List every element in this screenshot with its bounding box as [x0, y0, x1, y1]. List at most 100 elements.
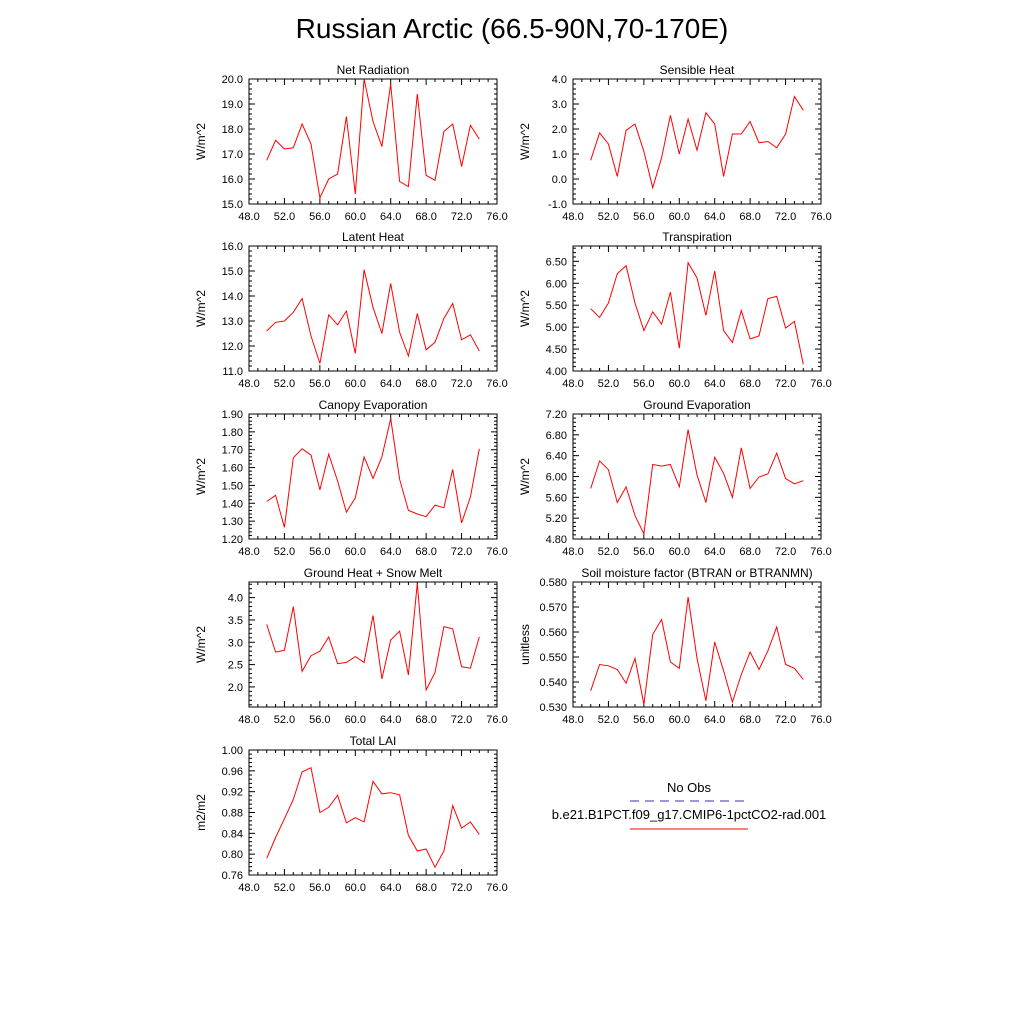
- chart-panel-1: Net Radiation W/m^2 48.0 52.0 56.0 60.0 64.0 68…: [194, 63, 508, 223]
- y-tick-label: 3.0: [228, 637, 243, 649]
- x-tick-label: 68.0: [739, 546, 760, 558]
- y-tick-label: 5.20: [546, 513, 567, 525]
- y-tick-label: 15.0: [222, 199, 243, 211]
- series-line: [266, 78, 480, 200]
- panel-title: Total LAI: [350, 734, 397, 748]
- x-tick-label: 56.0: [633, 546, 654, 558]
- x-tick-label: 76.0: [486, 546, 507, 558]
- panel-title: Ground Evaporation: [643, 398, 750, 412]
- series-line: [590, 429, 804, 536]
- series-line: [266, 418, 480, 528]
- y-tick-label: 6.00: [546, 278, 567, 290]
- x-tick-label: 52.0: [274, 882, 295, 894]
- chart-panel-9: Total LAI m2/m2 48.0 52.0 56.0 60.0 64.0 68.0 72…: [194, 734, 508, 894]
- y-tick-label: 2.0: [552, 124, 567, 136]
- y-tick-label: 3.5: [228, 615, 243, 627]
- x-tick-label: 48.0: [562, 378, 583, 390]
- x-tick-label: 68.0: [739, 378, 760, 390]
- chart-panel-7: Ground Heat + Snow Melt W/m^2 48.0 52.0 56.0…: [194, 566, 508, 726]
- chart-panel-8: Soil moisture factor (BTRAN or BTRANMN) u…: [518, 566, 832, 726]
- y-tick-label: 0.560: [539, 627, 567, 639]
- y-tick-label: 0.80: [222, 849, 243, 861]
- x-tick-label: 64.0: [704, 546, 725, 558]
- chart-panel-4: Transpiration W/m^2 48.0 52.0 56.0 60.0 64.0 68…: [518, 230, 832, 390]
- x-tick-label: 68.0: [739, 714, 760, 726]
- y-tick-label: 0.0: [552, 174, 567, 186]
- x-tick-label: 72.0: [775, 211, 796, 223]
- panel-title: Ground Heat + Snow Melt: [304, 566, 443, 580]
- plot-frame: [248, 413, 498, 540]
- y-axis-label: m2/m2: [194, 794, 208, 831]
- y-tick-label: 0.84: [222, 828, 243, 840]
- y-tick-label: 0.530: [539, 702, 567, 714]
- series-line: [590, 261, 804, 365]
- y-tick-label: 16.0: [222, 241, 243, 253]
- y-tick-label: 4.0: [228, 593, 243, 605]
- series-line: [266, 583, 480, 692]
- y-axis-label: W/m^2: [518, 458, 532, 495]
- panel-title: Latent Heat: [342, 230, 405, 244]
- x-tick-label: 52.0: [598, 211, 619, 223]
- y-tick-label: 0.88: [222, 808, 243, 820]
- x-tick-label: 60.0: [669, 546, 690, 558]
- x-tick-label: 64.0: [704, 378, 725, 390]
- x-tick-label: 68.0: [415, 378, 436, 390]
- x-tick-label: 56.0: [633, 714, 654, 726]
- legend: No Obs b.e21.B1PCT.f09_g17.CMIP6-1pctCO2…: [520, 776, 860, 846]
- y-tick-label: 19.0: [222, 99, 243, 111]
- y-tick-label: 5.00: [546, 322, 567, 334]
- x-tick-label: 64.0: [380, 546, 401, 558]
- y-tick-label: -1.0: [548, 199, 567, 211]
- y-tick-label: 5.60: [546, 492, 567, 504]
- series-line: [590, 596, 804, 705]
- legend-label-no-obs: No Obs: [667, 780, 712, 795]
- x-tick-label: 52.0: [274, 211, 295, 223]
- y-tick-label: 6.40: [546, 451, 567, 463]
- x-tick-label: 52.0: [598, 546, 619, 558]
- y-tick-label: 0.540: [539, 677, 567, 689]
- y-tick-label: 1.70: [222, 445, 243, 457]
- y-tick-label: 15.0: [222, 266, 243, 278]
- y-axis-label: unitless: [518, 624, 532, 665]
- y-tick-label: 17.0: [222, 149, 243, 161]
- y-tick-label: 1.0: [552, 149, 567, 161]
- y-tick-label: 16.0: [222, 174, 243, 186]
- plot-frame: [572, 581, 822, 708]
- x-tick-label: 56.0: [633, 378, 654, 390]
- x-tick-label: 72.0: [775, 714, 796, 726]
- x-tick-label: 72.0: [451, 211, 472, 223]
- y-tick-label: 0.550: [539, 652, 567, 664]
- x-tick-label: 76.0: [810, 378, 831, 390]
- x-tick-label: 52.0: [274, 714, 295, 726]
- x-tick-label: 76.0: [810, 211, 831, 223]
- x-tick-label: 56.0: [309, 211, 330, 223]
- y-tick-label: 1.50: [222, 480, 243, 492]
- x-tick-label: 60.0: [669, 211, 690, 223]
- y-tick-label: 2.0: [228, 682, 243, 694]
- main-title: Russian Arctic (66.5-90N,70-170E): [295, 13, 729, 44]
- y-tick-label: 11.0: [222, 366, 243, 378]
- y-tick-label: 6.00: [546, 472, 567, 484]
- x-tick-label: 72.0: [775, 378, 796, 390]
- y-tick-label: 3.0: [552, 99, 567, 111]
- y-tick-label: 20.0: [222, 74, 243, 86]
- y-tick-label: 1.00: [222, 745, 243, 757]
- x-tick-label: 64.0: [380, 882, 401, 894]
- x-tick-label: 76.0: [486, 714, 507, 726]
- x-tick-label: 48.0: [562, 546, 583, 558]
- x-tick-label: 76.0: [486, 211, 507, 223]
- x-tick-label: 48.0: [238, 546, 259, 558]
- chart-panel-2: Sensible Heat W/m^2 48.0 52.0 56.0 60.0 64.0 68…: [518, 63, 832, 223]
- plot-frame: [572, 245, 822, 372]
- y-tick-label: 1.90: [222, 409, 243, 421]
- y-tick-label: 1.40: [222, 498, 243, 510]
- x-tick-label: 76.0: [810, 546, 831, 558]
- y-tick-label: 0.92: [222, 787, 243, 799]
- x-tick-label: 52.0: [598, 378, 619, 390]
- y-tick-label: 0.96: [222, 766, 243, 778]
- x-tick-label: 48.0: [238, 714, 259, 726]
- y-tick-label: 5.50: [546, 300, 567, 312]
- x-tick-label: 72.0: [451, 714, 472, 726]
- panel-title: Canopy Evaporation: [319, 398, 428, 412]
